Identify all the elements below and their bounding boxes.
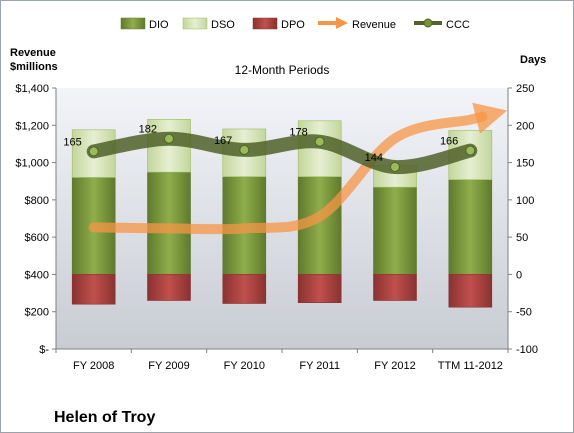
bar-dpo-0 [71,274,116,305]
right-tick-label-2: 0 [516,269,522,281]
revenue-line [88,102,508,235]
ccc-value-label-2: 167 [214,135,232,147]
bar-dpo-1 [147,274,191,301]
legend-swatch-dso [182,17,208,30]
left-tick-label-5: $1,000 [15,158,49,170]
chart-title: 12-Month Periods [235,63,330,77]
ccc-value-label-1: 182 [139,124,157,136]
legend-label-dso: DSO [211,19,235,31]
legend-label-dio: DIO [149,19,169,31]
legend-swatch-dio [120,17,146,30]
right-tick-label-6: 200 [516,120,534,132]
left-tick-label-2: $400 [25,269,49,281]
right-tick-label-3: 50 [516,232,528,244]
ccc-point-1 [164,133,174,144]
ccc-line [86,131,478,175]
company-name: Helen of Troy [54,409,155,426]
bar-dpo-2 [222,274,267,304]
ccc-value-label-5: 166 [440,136,458,148]
bar-dio-4 [373,186,417,275]
left-tick-label-6: $1,200 [15,120,49,132]
left-axis-title-line1: Revenue [10,47,56,59]
ccc-point-2 [239,144,250,155]
left-tick-label-0: $- [39,344,49,356]
ccc-point-4 [390,162,400,172]
x-tick-label-0: FY 2008 [73,360,114,372]
left-axis-title-line2: $millions [10,61,58,73]
ccc-group: 165 182 167 178 144 166 [63,124,478,175]
legend-label-revenue: Revenue [352,19,396,31]
bar-dpo-4 [373,274,417,301]
right-tick-label-1: -50 [516,307,532,319]
x-tick-label-2: FY 2010 [224,360,265,372]
ccc-point-5 [465,145,476,156]
bar-dpo-3 [297,274,342,303]
right-tick-label-5: 150 [516,158,534,170]
ccc-value-label-0: 165 [63,136,81,148]
left-tick-label-3: $600 [25,232,49,244]
x-tick-label-5: TTM 11-2012 [438,360,503,372]
right-tick-label-4: 100 [516,195,534,207]
right-tick-label-0: -100 [516,344,538,356]
left-tick-label-7: $1,400 [15,83,49,95]
axes-group: $- $200 $400 $600 $800 $1,000 $1,200 $1,400 -100… [15,83,538,372]
legend-swatch-ccc [414,18,442,28]
x-tick-label-4: FY 2012 [374,360,415,372]
x-tick-label-3: FY 2011 [299,360,340,372]
legend-label-ccc: CCC [446,19,470,31]
revenue-group [88,102,508,235]
x-tick-label-1: FY 2009 [148,360,189,372]
ccc-point-0 [88,146,99,157]
legend-swatch-dpo [252,17,278,30]
legend-label-dpo: DPO [281,19,305,31]
legend-swatch-revenue [318,17,348,29]
left-tick-label-1: $200 [25,307,49,319]
legend: DIO DSO DPO Revenue CCC [120,17,470,31]
plot-area [56,88,508,349]
right-tick-label-7: 250 [516,83,534,95]
ccc-value-label-3: 178 [289,127,307,139]
right-axis-title: Days [520,54,546,66]
ccc-point-3 [314,136,325,147]
left-tick-label-4: $800 [25,195,49,207]
bar-dio-5 [448,179,493,275]
bar-dpo-5 [448,274,493,308]
ccc-value-label-4: 144 [365,152,383,164]
